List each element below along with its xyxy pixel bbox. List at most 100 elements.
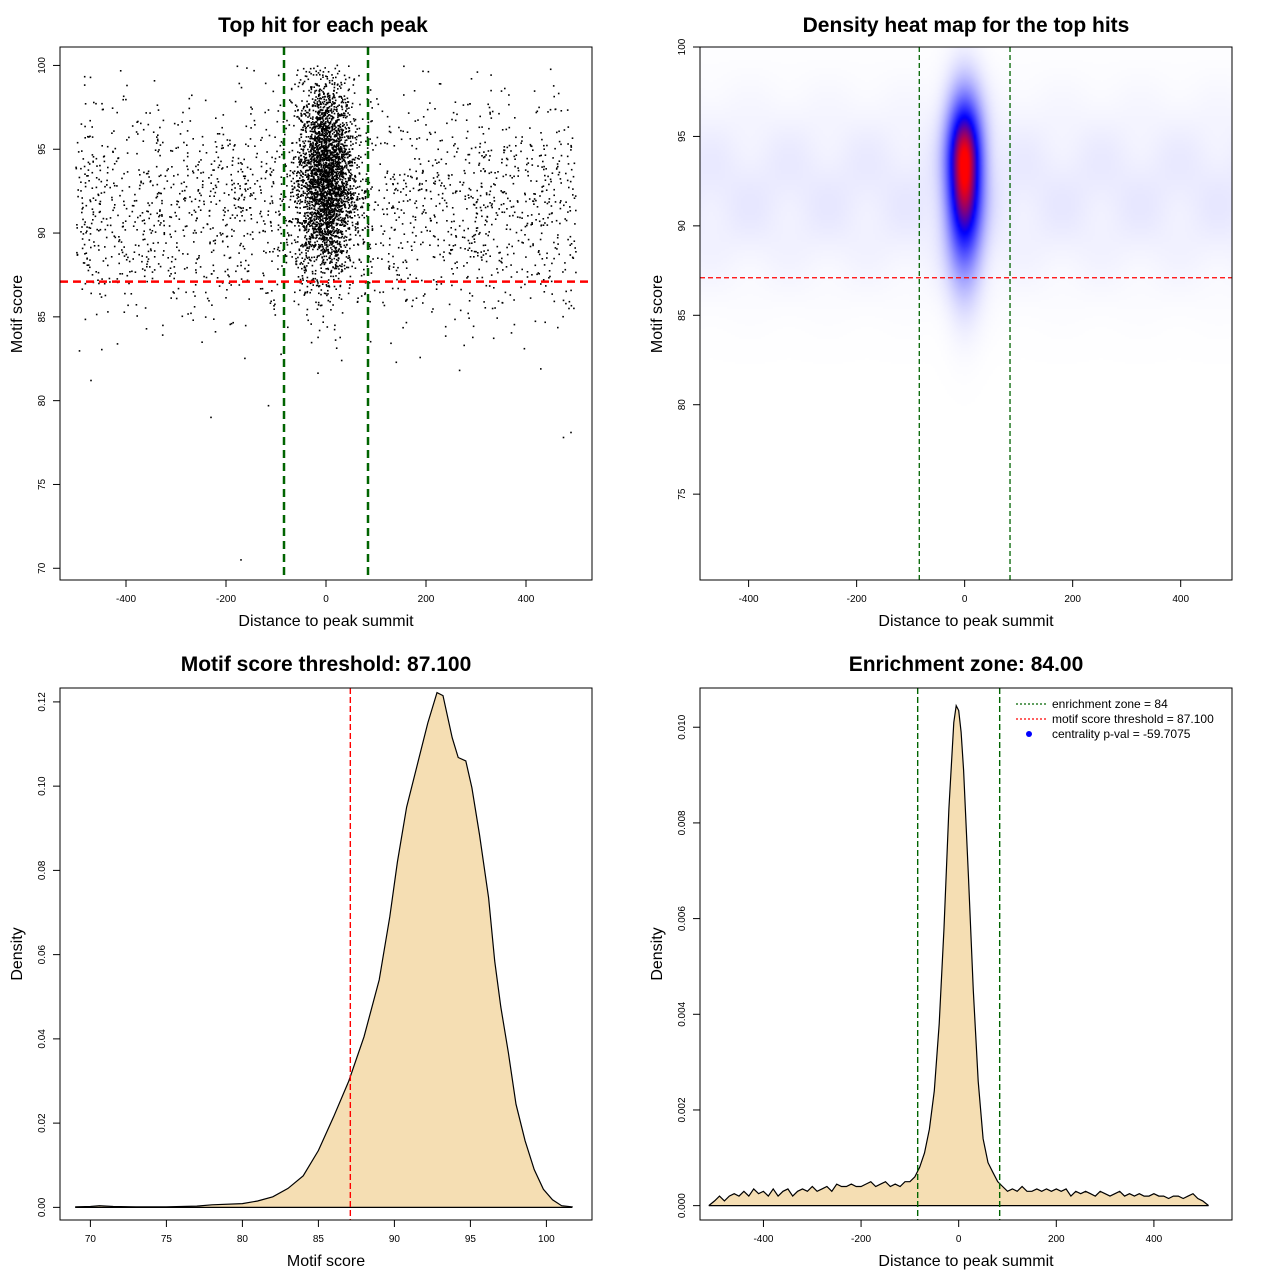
scatter-point <box>343 264 346 267</box>
scatter-point <box>324 237 327 239</box>
scatter-point <box>328 173 330 175</box>
scatter-point <box>363 192 366 194</box>
scatter-point <box>327 252 329 255</box>
scatter-point <box>304 186 307 188</box>
scatter-point <box>156 136 158 138</box>
scatter-point <box>477 252 479 254</box>
scatter-point <box>317 229 320 231</box>
scatter-point <box>325 99 328 101</box>
scatter-point <box>356 197 359 200</box>
scatter-point <box>339 151 341 154</box>
scatter-point <box>301 277 304 280</box>
scatter-point <box>157 263 160 265</box>
scatter-point <box>476 277 479 279</box>
scatter-point <box>321 152 324 155</box>
scatter-point <box>322 172 325 175</box>
scatter-point <box>495 177 498 179</box>
scatter-point <box>211 304 213 306</box>
scatter-point <box>300 164 303 167</box>
scatter-point <box>464 198 467 200</box>
scatter-point <box>351 162 354 164</box>
scatter-point <box>333 245 335 247</box>
scatter-point <box>357 214 359 216</box>
scatter-point <box>337 168 340 171</box>
scatter-point <box>340 81 342 84</box>
scatter-point <box>304 196 307 199</box>
scatter-point <box>297 109 299 111</box>
scatter-point <box>358 158 360 160</box>
scatter-point <box>334 180 336 183</box>
scatter-point <box>340 191 343 194</box>
scatter-point <box>320 175 323 178</box>
scatter-point <box>137 216 139 219</box>
scatter-point <box>345 164 348 166</box>
scatter-point <box>468 317 470 319</box>
scatter-point <box>192 172 195 174</box>
scatter-point <box>525 200 527 203</box>
scatter-point <box>425 180 427 182</box>
scatter-point <box>304 123 306 125</box>
scatter-point <box>468 300 471 302</box>
scatter-point <box>321 194 324 197</box>
scatter-point <box>321 170 323 173</box>
scatter-point <box>124 229 127 231</box>
scatter-point <box>315 223 318 226</box>
scatter-point <box>158 215 160 218</box>
scatter-point <box>371 142 373 145</box>
scatter-point <box>316 119 319 122</box>
scatter-point <box>364 227 366 229</box>
scatter-point <box>300 112 302 115</box>
scatter-point <box>141 268 144 270</box>
scatter-point <box>345 210 348 212</box>
scatter-point <box>361 189 363 192</box>
scatter-point <box>318 171 320 173</box>
scatter-point <box>323 122 325 125</box>
scatter-point <box>335 139 338 141</box>
scatter-point <box>492 337 495 340</box>
scatter-point <box>322 195 325 198</box>
scatter-point <box>535 111 538 114</box>
scatter-point <box>321 201 323 203</box>
scatter-point <box>86 258 88 260</box>
scatter-point <box>365 178 367 181</box>
scatter-point <box>100 221 103 223</box>
scatter-points <box>75 64 577 561</box>
scatter-point <box>357 157 359 160</box>
scatter-point <box>340 150 342 153</box>
scatter-point <box>422 302 424 304</box>
scatter-point <box>493 200 496 202</box>
scatter-point <box>459 309 462 312</box>
scatter-point <box>111 199 113 201</box>
scatter-point <box>505 266 508 268</box>
scatter-point <box>269 202 271 205</box>
scatter-point <box>319 117 322 120</box>
scatter-point <box>320 203 323 205</box>
scatter-point <box>135 199 138 202</box>
scatter-point <box>565 302 567 305</box>
scatter-point <box>312 105 314 107</box>
scatter-point <box>339 178 341 181</box>
scatter-point <box>329 220 331 223</box>
scatter-point <box>334 194 337 197</box>
scatter-point <box>307 159 310 161</box>
scatter-point <box>231 214 234 216</box>
scatter-point <box>109 186 111 189</box>
scatter-point <box>310 151 312 153</box>
scatter-point <box>319 103 322 105</box>
scatter-point <box>333 212 336 214</box>
scatter-point <box>311 201 314 203</box>
scatter-point <box>315 144 318 146</box>
scatter-point <box>80 181 82 183</box>
scatter-point <box>300 171 303 173</box>
scatter-point <box>316 165 318 168</box>
scatter-point <box>196 217 198 220</box>
scatter-point <box>108 277 111 280</box>
scatter-point <box>84 182 87 184</box>
scatter-point <box>317 201 319 203</box>
scatter-point <box>222 209 225 212</box>
scatter-point <box>407 112 410 114</box>
scatter-point <box>179 192 181 195</box>
scatter-point <box>328 105 331 108</box>
scatter-point <box>538 253 541 256</box>
scatter-point <box>317 246 320 248</box>
